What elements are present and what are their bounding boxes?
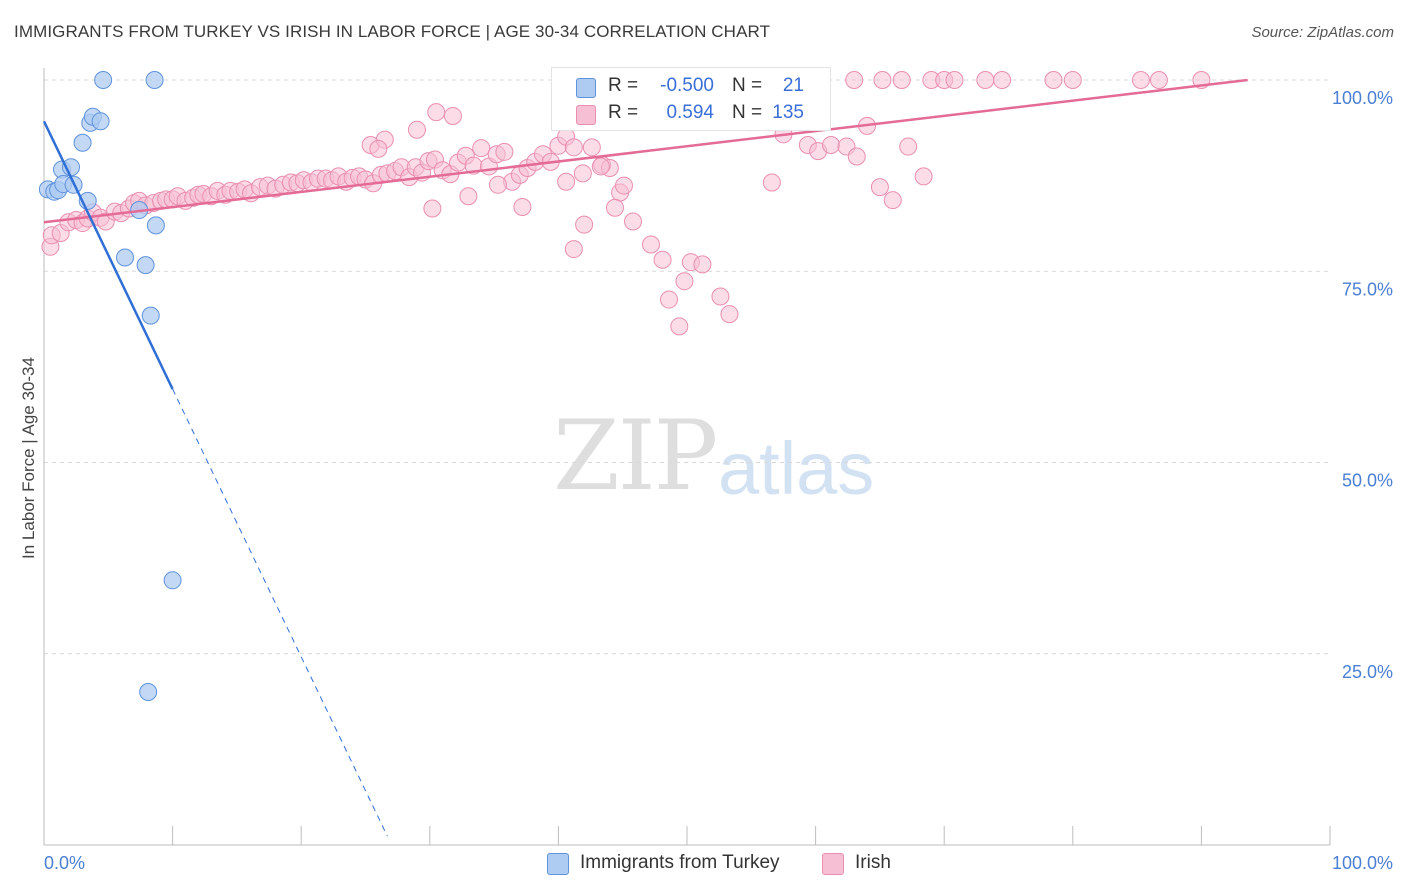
irish-point	[1063, 71, 1082, 89]
x-tick-label-min: 0.0%	[44, 853, 85, 873]
turkey-point	[94, 71, 113, 89]
turkey-trend-line	[42, 120, 174, 390]
irish-point	[623, 212, 642, 231]
x-tick-label-max: 100.0%	[1332, 853, 1393, 873]
r-value: -0.500	[660, 75, 714, 96]
irish-legend-label: Irish	[855, 852, 891, 873]
irish-point	[892, 71, 911, 89]
irish-point	[711, 287, 730, 306]
source-label: Source: ZipAtlas.com	[1251, 24, 1394, 41]
turkey-point	[139, 683, 158, 701]
irish-point	[762, 173, 781, 192]
turkey-point	[73, 133, 92, 152]
chart-title: IMMIGRANTS FROM TURKEY VS IRISH IN LABOR…	[14, 22, 771, 41]
turkey-swatch	[576, 78, 596, 98]
turkey-trend-extension	[172, 388, 388, 837]
irish-point	[899, 137, 918, 156]
irish-point	[653, 250, 672, 269]
turkey-point	[116, 248, 135, 267]
irish-point	[369, 139, 388, 158]
legend-row-turkey: R = -0.500 N = 21	[552, 74, 830, 100]
irish-point	[557, 172, 576, 191]
turkey-point	[141, 306, 160, 325]
watermark-atlas: atlas	[718, 427, 875, 510]
irish-point	[675, 272, 694, 291]
irish-point	[822, 136, 841, 155]
irish-point	[614, 176, 633, 195]
irish-point	[564, 138, 583, 157]
irish-trend-line	[43, 78, 1248, 224]
irish-point	[407, 120, 426, 139]
irish-point	[513, 197, 532, 216]
y-tick-label: 75.0%	[1342, 279, 1393, 299]
irish-point	[427, 103, 446, 122]
irish-point	[720, 305, 739, 324]
irish-point	[423, 199, 442, 218]
turkey-legend-label: Immigrants from Turkey	[580, 852, 780, 873]
irish-point	[659, 290, 678, 309]
legend-row-irish: R = 0.594 N = 135	[552, 101, 830, 127]
irish-point	[845, 71, 864, 89]
r-label: R =	[608, 102, 639, 123]
turkey-point	[91, 112, 110, 131]
irish-legend-swatch	[822, 853, 844, 875]
irish-point	[870, 178, 889, 197]
irish-point	[1044, 71, 1063, 89]
irish-point	[443, 106, 462, 125]
y-tick-label: 25.0%	[1342, 662, 1393, 682]
irish-point	[459, 187, 478, 206]
irish-point	[591, 157, 610, 176]
irish-point	[488, 175, 507, 194]
irish-point	[693, 255, 712, 274]
irish-point	[914, 167, 933, 186]
r-label: R =	[608, 75, 639, 96]
y-axis-label: In Labor Force | Age 30-34	[19, 357, 38, 559]
irish-point	[1131, 71, 1150, 89]
irish-point	[495, 142, 514, 161]
n-label: N =	[732, 102, 763, 123]
n-value: 21	[782, 75, 804, 96]
irish-point	[1149, 71, 1168, 89]
n-label: N =	[732, 75, 763, 96]
turkey-legend-swatch	[547, 853, 569, 875]
irish-point	[976, 71, 995, 89]
irish-point	[573, 164, 592, 183]
irish-point	[575, 215, 594, 234]
irish-point	[641, 235, 660, 254]
irish-point	[847, 147, 866, 166]
irish-point	[605, 198, 624, 217]
turkey-point	[163, 571, 182, 590]
irish-point	[582, 138, 601, 157]
n-value: 135	[772, 102, 804, 123]
irish-point	[670, 317, 689, 336]
y-tick-label: 100.0%	[1332, 88, 1393, 108]
turkey-point	[136, 256, 155, 275]
turkey-point	[146, 216, 165, 235]
irish-point	[873, 71, 892, 89]
turkey-point	[145, 71, 164, 89]
irish-point	[883, 191, 902, 210]
watermark-zip: ZIP	[553, 400, 718, 512]
correlation-legend: R = -0.500 N = 21 R = 0.594 N = 135	[551, 67, 831, 131]
irish-swatch	[576, 105, 596, 125]
irish-point	[564, 240, 583, 259]
irish-point	[945, 71, 964, 89]
r-value: 0.594	[666, 102, 714, 123]
irish-point	[993, 71, 1012, 89]
y-tick-label: 50.0%	[1342, 471, 1393, 491]
irish-point	[472, 139, 491, 158]
